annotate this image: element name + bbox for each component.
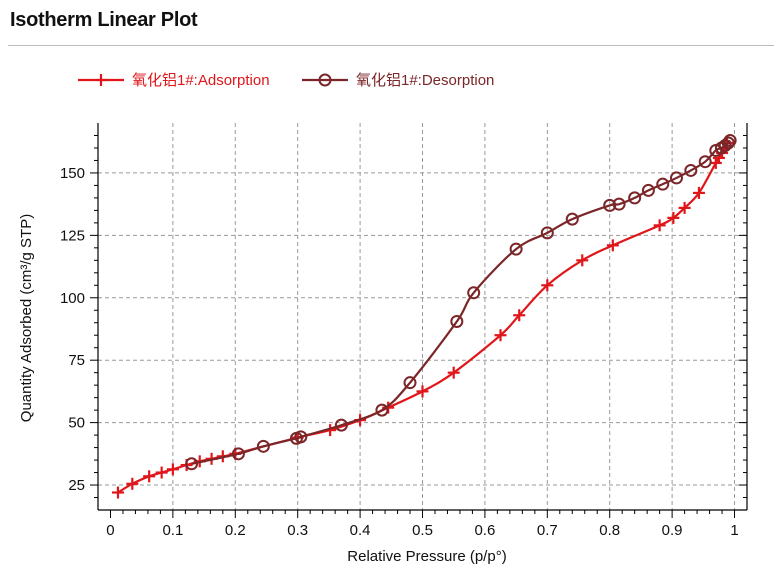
data-point (606, 239, 619, 252)
desorption-series (185, 133, 737, 471)
data-point (334, 418, 348, 432)
data-point (256, 439, 270, 453)
data-point (126, 477, 139, 490)
data-point (289, 431, 303, 445)
data-point (513, 309, 526, 322)
circle-icon (318, 73, 332, 87)
data-point (416, 385, 429, 398)
data-point (656, 177, 670, 191)
y-tick-label: 25 (68, 477, 85, 494)
x-tick-label: 0.1 (162, 522, 183, 539)
page-title: Isotherm Linear Plot (10, 9, 198, 31)
data-point (111, 486, 124, 499)
legend-item-desorption: 氧化铝1#:Desorption (302, 72, 494, 89)
data-point (565, 212, 579, 226)
legend-item-adsorption: 氧化铝1#:Adsorption (78, 72, 270, 89)
y-tick-label: 75 (68, 352, 85, 369)
data-point (509, 242, 523, 256)
axes: 0 0.1 0.2 0.3 0.4 0.5 0.6 0.7 0.8 0.9 125507510012… (60, 123, 748, 539)
y-tick-label: 125 (60, 227, 85, 244)
chart-legend: 氧化铝1#:Adsorption 氧化铝1#:Desorption (78, 72, 494, 89)
data-point (692, 186, 705, 199)
series-layer (111, 133, 737, 499)
series-line (191, 139, 732, 465)
x-tick-label: 0.2 (225, 522, 246, 539)
x-tick-label: 0.6 (474, 522, 495, 539)
data-point (576, 254, 589, 267)
y-tick-label: 50 (68, 415, 85, 432)
data-point (709, 143, 723, 157)
x-tick-label: 0 (106, 522, 114, 539)
data-point (450, 314, 464, 328)
data-point (143, 470, 156, 483)
data-point (669, 171, 683, 185)
legend-label: 氧化铝1#:Desorption (356, 72, 494, 89)
x-tick-label: 0.4 (350, 522, 371, 539)
data-point (375, 403, 389, 417)
y-tick-label: 100 (60, 290, 85, 307)
data-point (494, 329, 507, 342)
data-point (231, 447, 245, 461)
data-point (667, 211, 680, 224)
data-point (166, 463, 179, 476)
data-point (678, 201, 691, 214)
y-tick-label: 150 (60, 165, 85, 182)
plus-icon (95, 74, 107, 86)
x-tick-label: 0.3 (287, 522, 308, 539)
title-divider (8, 45, 774, 46)
data-point (603, 198, 617, 212)
data-point (155, 466, 168, 479)
data-point (653, 219, 666, 232)
data-point (698, 155, 712, 169)
y-axis-label: Quantity Adsorbed (cm³/g STP) (18, 214, 35, 422)
data-point (467, 286, 481, 300)
data-point (684, 163, 698, 177)
data-point (403, 376, 417, 390)
data-point (628, 191, 642, 205)
x-tick-label: 0.5 (412, 522, 433, 539)
x-tick-label: 0.7 (537, 522, 558, 539)
data-point (612, 197, 626, 211)
data-point (641, 183, 655, 197)
x-tick-label: 0.8 (599, 522, 620, 539)
x-axis-label: Relative Pressure (p/p°) (347, 548, 506, 565)
data-point (185, 457, 199, 471)
x-tick-label: 0.9 (662, 522, 683, 539)
data-point (447, 366, 460, 379)
legend-label: 氧化铝1#:Adsorption (132, 72, 270, 89)
data-point (540, 226, 554, 240)
x-tick-label: 1 (730, 522, 738, 539)
data-point (541, 279, 554, 292)
